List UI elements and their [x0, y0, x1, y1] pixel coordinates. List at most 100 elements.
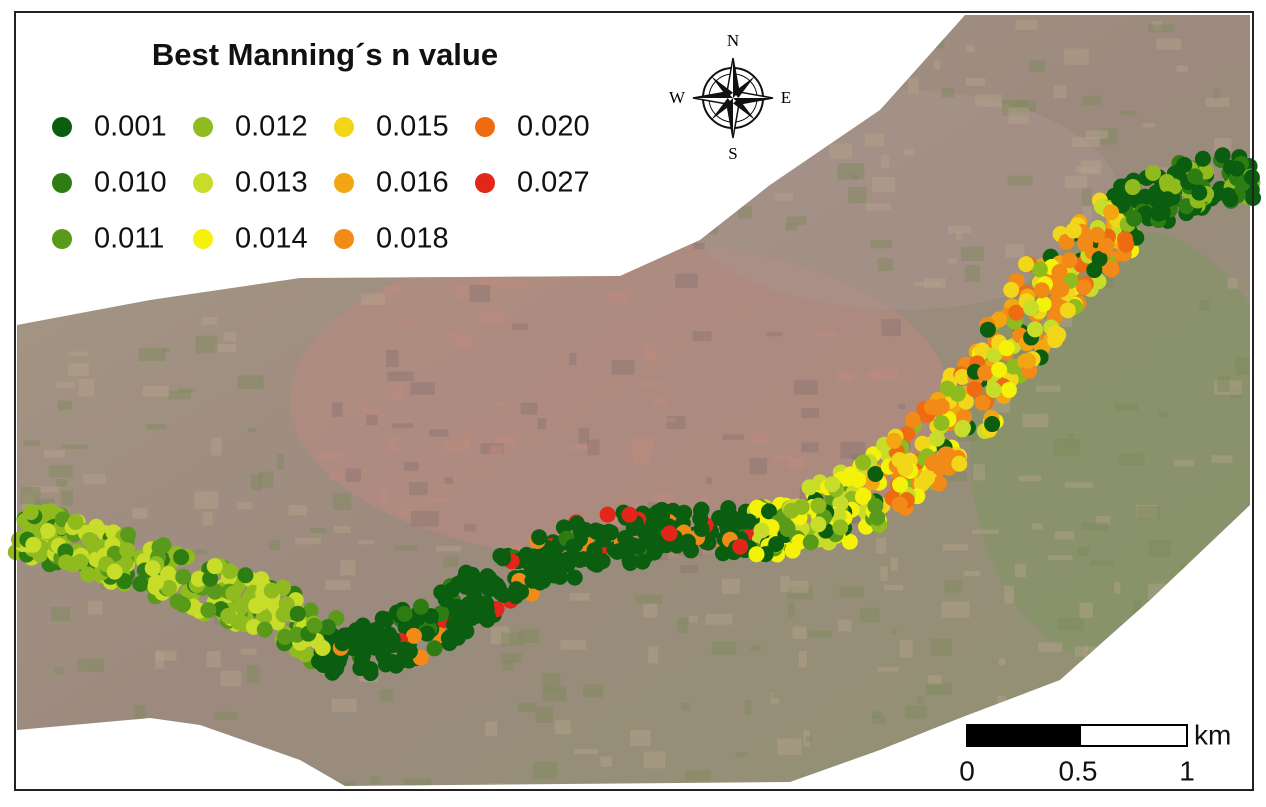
aerial-texture: [587, 439, 600, 456]
river-point: [377, 656, 394, 673]
aerial-texture: [268, 539, 281, 551]
aerial-texture: [410, 382, 435, 395]
river-point: [1098, 237, 1115, 254]
river-point: [572, 522, 589, 539]
river-point: [206, 558, 223, 575]
river-point: [919, 469, 936, 486]
scale-label: 1: [1179, 755, 1195, 786]
river-point: [88, 518, 105, 535]
river-point: [1214, 147, 1231, 164]
aerial-texture: [680, 564, 698, 573]
river-point: [237, 567, 254, 584]
river-point: [892, 476, 909, 493]
river-point: [289, 605, 306, 622]
river-point: [302, 602, 319, 619]
aerial-texture: [1136, 505, 1161, 520]
aerial-texture: [943, 471, 967, 481]
aerial-texture: [444, 331, 455, 339]
aerial-texture: [1085, 130, 1108, 139]
aerial-texture: [394, 545, 418, 551]
river-point: [1051, 263, 1068, 280]
river-point: [1103, 204, 1120, 221]
river-point: [991, 361, 1008, 378]
river-point: [314, 640, 331, 657]
aerial-texture: [1148, 539, 1171, 557]
aerial-texture: [630, 730, 651, 746]
aerial-texture: [333, 525, 351, 533]
aerial-texture: [942, 544, 968, 551]
aerial-texture: [1022, 413, 1049, 428]
aerial-texture: [744, 700, 752, 715]
river-point: [1086, 262, 1103, 279]
aerial-texture: [1081, 522, 1109, 531]
river-point: [855, 454, 872, 471]
aerial-texture: [520, 402, 538, 415]
river-point: [661, 525, 678, 542]
aerial-texture: [400, 505, 409, 516]
aerial-texture: [463, 433, 471, 446]
aerial-texture: [905, 705, 927, 719]
legend-label: 0.015: [376, 111, 449, 143]
aerial-texture: [749, 458, 768, 475]
scale-segment-dark: [966, 724, 1081, 747]
aerial-texture: [877, 258, 894, 271]
aerial-texture: [711, 641, 737, 656]
river-point: [1018, 256, 1035, 273]
aerial-texture: [1082, 95, 1101, 106]
river-point: [867, 465, 884, 482]
river-point: [679, 533, 696, 550]
aerial-texture: [787, 586, 814, 600]
compass-diagonals: [711, 76, 755, 120]
aerial-texture: [480, 443, 505, 455]
river-point: [67, 513, 84, 530]
aerial-texture: [663, 417, 677, 423]
aerial-texture: [880, 566, 888, 582]
river-point: [886, 432, 903, 449]
aerial-texture: [1004, 585, 1015, 604]
aerial-texture: [675, 273, 698, 289]
aerial-texture: [1064, 48, 1089, 65]
aerial-texture: [890, 557, 898, 572]
aerial-texture: [194, 491, 219, 510]
legend-label: 0.018: [376, 223, 449, 255]
aerial-texture: [1214, 138, 1232, 151]
river-point: [328, 660, 345, 677]
aerial-texture: [404, 461, 419, 471]
aerial-texture: [247, 428, 257, 433]
aerial-texture: [206, 651, 221, 668]
river-point: [984, 416, 1001, 433]
river-point: [869, 509, 886, 526]
river-point: [591, 523, 608, 540]
aerial-texture: [643, 603, 658, 618]
river-point: [753, 522, 770, 539]
river-point: [867, 497, 884, 514]
river-point: [1003, 281, 1020, 298]
compass-north: N: [727, 31, 739, 50]
aerial-texture: [964, 265, 980, 282]
aerial-texture: [774, 193, 794, 201]
river-point: [1075, 279, 1092, 296]
aerial-texture: [574, 749, 598, 754]
river-point: [202, 570, 219, 587]
aerial-texture: [972, 529, 1000, 534]
aerial-texture: [1054, 531, 1075, 540]
river-point: [173, 549, 190, 566]
aerial-texture: [333, 492, 352, 510]
aerial-texture: [569, 592, 590, 601]
river-point: [256, 608, 273, 625]
aerial-texture: [1015, 20, 1038, 30]
aerial-texture: [358, 540, 375, 545]
river-point: [810, 516, 827, 533]
legend-swatch: [52, 229, 72, 249]
river-point: [977, 364, 994, 381]
aerial-texture: [180, 549, 207, 555]
river-point: [634, 553, 651, 570]
aerial-texture: [1113, 403, 1138, 412]
aerial-texture: [635, 594, 663, 604]
aerial-texture: [535, 706, 553, 723]
aerial-texture: [1214, 380, 1242, 395]
aerial-texture: [1235, 357, 1250, 375]
aerial-texture: [872, 715, 886, 724]
river-point: [586, 542, 603, 559]
aerial-texture: [142, 385, 169, 397]
